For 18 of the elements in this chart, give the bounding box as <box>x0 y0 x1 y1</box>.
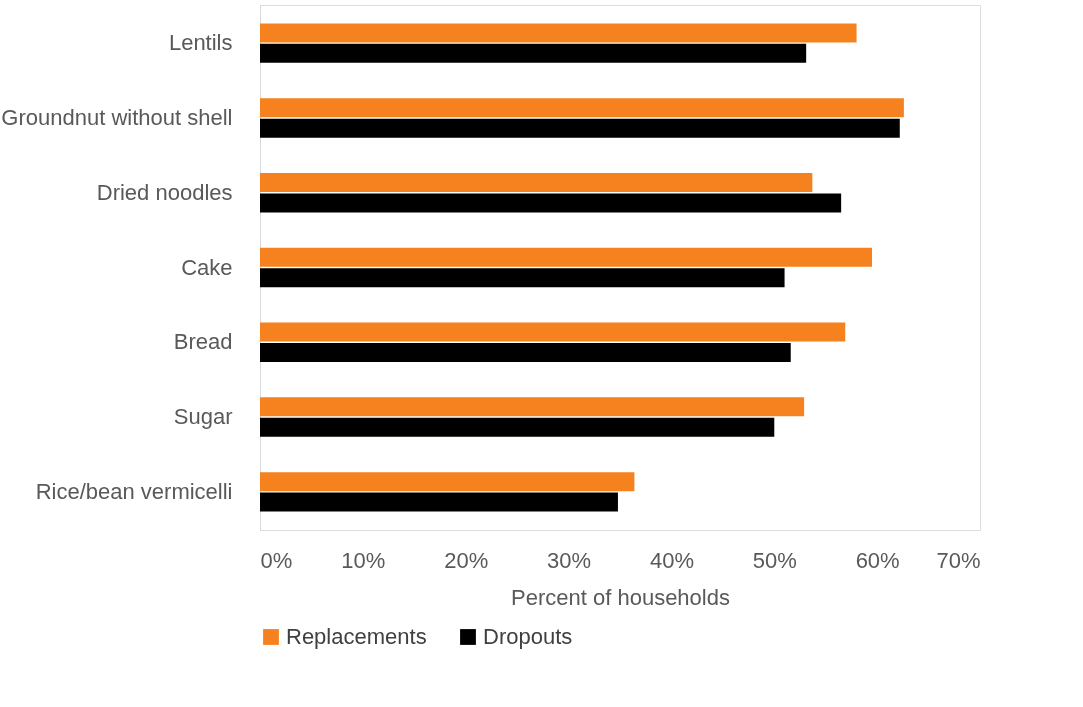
x-tick-label: 30% <box>547 547 592 573</box>
x-tick-label: 60% <box>855 547 900 573</box>
x-tick-label: 10% <box>341 547 386 573</box>
y-tick-label: Rice/bean vermicelli <box>35 478 233 504</box>
y-tick-label: Sugar <box>173 404 233 430</box>
y-tick-label: Dried noodles <box>96 179 233 205</box>
y-tick-label: Bread <box>173 329 233 355</box>
x-tick-label: 20% <box>444 547 489 573</box>
y-tick-label: Cake <box>181 254 233 280</box>
x-tick-label: 70% <box>936 547 981 573</box>
y-tick-label: Lentils <box>168 30 233 56</box>
legend-label: Dropouts <box>483 624 573 649</box>
x-tick-label: 40% <box>649 547 694 573</box>
y-tick-label: Groundnut without shell <box>1 104 233 130</box>
x-tick-label: 50% <box>752 547 797 573</box>
legend-label: Replacements <box>286 624 427 649</box>
x-axis-title: Percent of households <box>511 584 730 610</box>
x-tick-label: 0% <box>260 547 293 573</box>
